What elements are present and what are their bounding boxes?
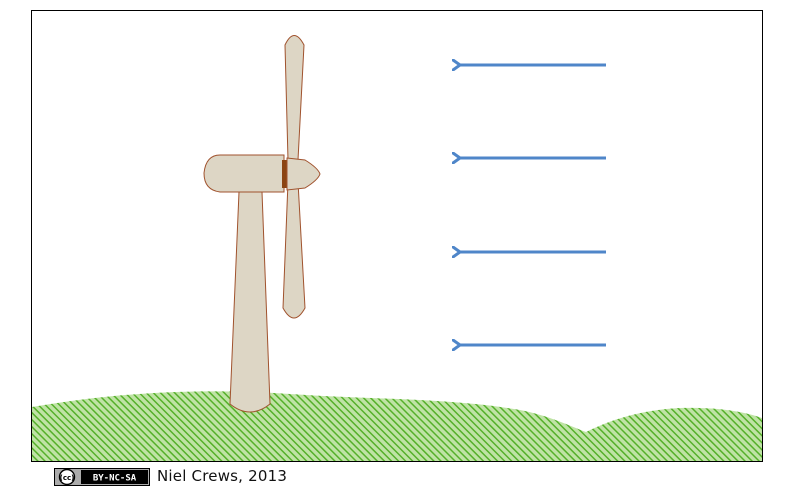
turbine-hub-band xyxy=(282,160,287,188)
turbine-tower xyxy=(229,191,271,413)
grass-hill xyxy=(32,391,762,461)
diagram-frame xyxy=(31,10,763,462)
turbine-blade-lower xyxy=(282,181,306,319)
cc-symbol: (cc) xyxy=(60,474,75,482)
author-credit: Niel Crews, 2013 xyxy=(157,467,288,485)
turbine-spinner xyxy=(286,157,321,191)
license-badge-text: BY-NC-SA xyxy=(93,474,137,484)
cc-license-badge[interactable]: (cc) BY-NC-SA xyxy=(54,468,150,486)
wind-arrows xyxy=(460,65,606,345)
turbine-nacelle xyxy=(203,154,285,193)
cc-icon xyxy=(58,468,76,486)
turbine-blade-upper xyxy=(284,35,305,161)
